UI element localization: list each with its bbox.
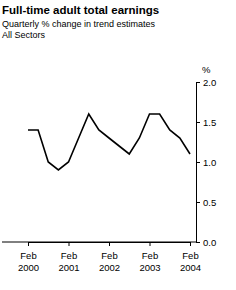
x-tick-mark [109, 242, 110, 246]
x-tick-label-line: Feb [101, 250, 117, 261]
y-axis: 0.0 0.5 1.0 1.5 2.0 [196, 77, 216, 248]
y-tick-mark [196, 82, 200, 83]
x-tick: Feb2001 [58, 242, 79, 273]
y-tick: 2.0 [196, 77, 216, 88]
x-tick-label-line: 2001 [58, 262, 79, 273]
x-tick-label-line: 2000 [18, 262, 39, 273]
chart: Full-time adult total earnings Quarterly … [0, 0, 236, 290]
y-tick-label: 0.0 [203, 237, 216, 248]
x-tick-label-line: 2003 [139, 262, 160, 273]
x-tick-label: Feb2002 [99, 250, 120, 273]
y-tick-mark [196, 122, 200, 123]
series-line [28, 114, 190, 170]
title: Full-time adult total earnings [2, 4, 159, 16]
x-tick-label: Feb2000 [18, 250, 39, 273]
y-tick: 1.5 [196, 117, 216, 128]
x-tick-mark [150, 242, 151, 246]
x-tick-label: Feb2004 [180, 250, 201, 273]
y-tick: 1.0 [196, 157, 216, 168]
x-tick-label-line: 2004 [180, 262, 201, 273]
x-tick: Feb2002 [99, 242, 120, 273]
x-tick-label-line: 2002 [99, 262, 120, 273]
x-tick-label-line: Feb [142, 250, 158, 261]
y-axis-title: % [202, 64, 211, 75]
subtitle: All Sectors [2, 30, 46, 40]
x-tick-mark [28, 242, 29, 246]
y-tick: 0.0 [196, 237, 216, 248]
y-tick: 0.5 [196, 197, 216, 208]
x-axis: Feb2000Feb2001Feb2002Feb2003Feb2004 [18, 242, 201, 273]
y-tick-mark [196, 202, 200, 203]
x-tick-label-line: Feb [182, 250, 198, 261]
x-tick-mark [190, 242, 191, 246]
subtitle: Quarterly % change in trend estimates [2, 19, 156, 29]
x-tick: Feb2004 [180, 242, 201, 273]
x-tick-label: Feb2001 [58, 250, 79, 273]
y-tick-label: 1.0 [203, 157, 216, 168]
x-tick-label: Feb2003 [139, 250, 160, 273]
x-tick-label-line: Feb [20, 250, 36, 261]
baseline [2, 242, 196, 243]
x-tick-mark [69, 242, 70, 246]
y-tick-label: 0.5 [203, 197, 216, 208]
x-tick: Feb2000 [18, 242, 39, 273]
plot-area [28, 114, 190, 170]
y-tick-mark [196, 242, 200, 243]
y-tick-label: 1.5 [203, 117, 216, 128]
x-tick-label-line: Feb [61, 250, 77, 261]
y-tick-mark [196, 162, 200, 163]
y-tick-label: 2.0 [203, 77, 216, 88]
x-tick: Feb2003 [139, 242, 160, 273]
